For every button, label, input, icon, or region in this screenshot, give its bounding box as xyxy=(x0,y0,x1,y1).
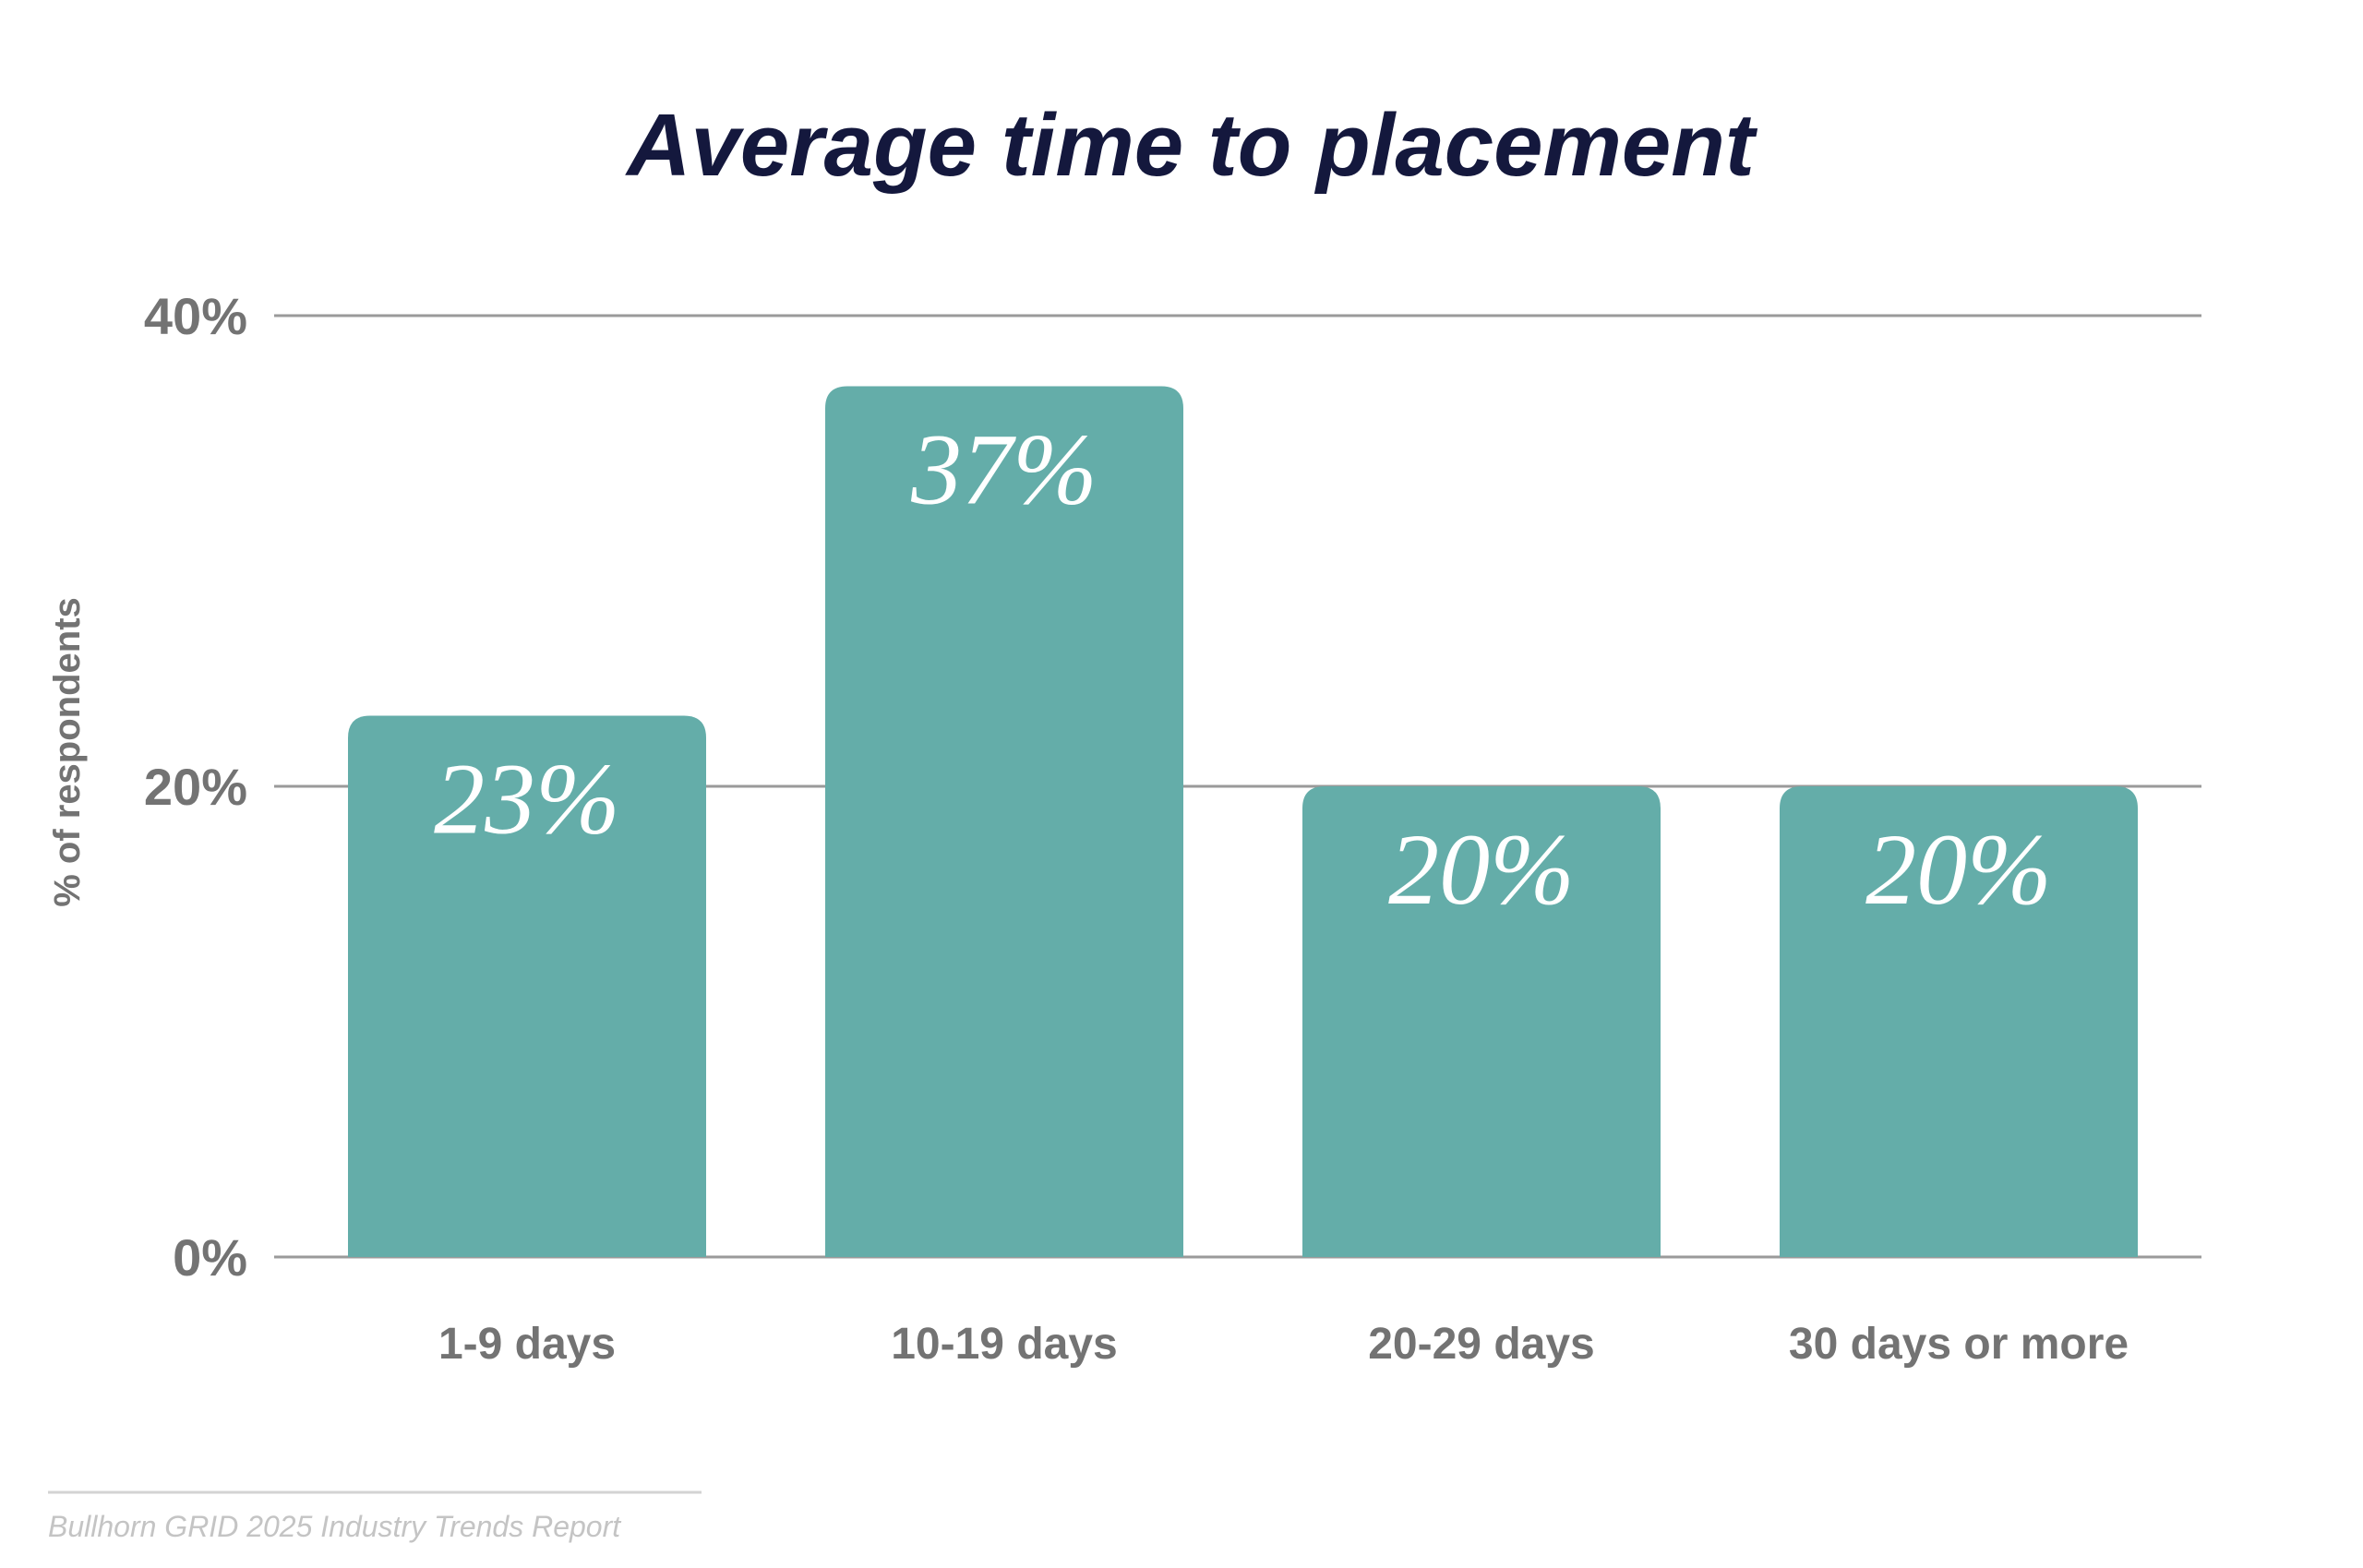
chart-title: Average time to placement xyxy=(625,96,1758,195)
y-tick-labels: 0% 20% 40% xyxy=(144,287,247,1287)
source-note: Bullhorn GRID 2025 Industry Trends Repor… xyxy=(48,1510,621,1543)
y-tick-label: 20% xyxy=(144,758,247,816)
x-tick-label: 20-29 days xyxy=(1368,1320,1595,1369)
x-tick-label: 10-19 days xyxy=(891,1320,1118,1369)
data-label: 20% xyxy=(1388,813,1575,926)
bar xyxy=(1302,786,1661,1257)
y-axis-label: % of respondents xyxy=(47,597,88,907)
bar xyxy=(1780,786,2138,1257)
x-tick-label: 1-9 days xyxy=(438,1320,616,1369)
data-label: 37% xyxy=(910,413,1098,526)
data-label: 20% xyxy=(1865,813,2052,926)
data-labels: 23% 37% 20% 20% xyxy=(434,413,2052,927)
bars xyxy=(348,386,2138,1257)
bar xyxy=(348,715,706,1257)
x-tick-label: 30 days or more xyxy=(1789,1320,2129,1369)
y-tick-label: 0% xyxy=(173,1228,247,1287)
data-label: 23% xyxy=(434,743,620,856)
x-tick-labels: 1-9 days 10-19 days 20-29 days 30 days or m… xyxy=(438,1320,2129,1369)
bar xyxy=(825,386,1183,1257)
y-tick-label: 40% xyxy=(144,287,247,345)
